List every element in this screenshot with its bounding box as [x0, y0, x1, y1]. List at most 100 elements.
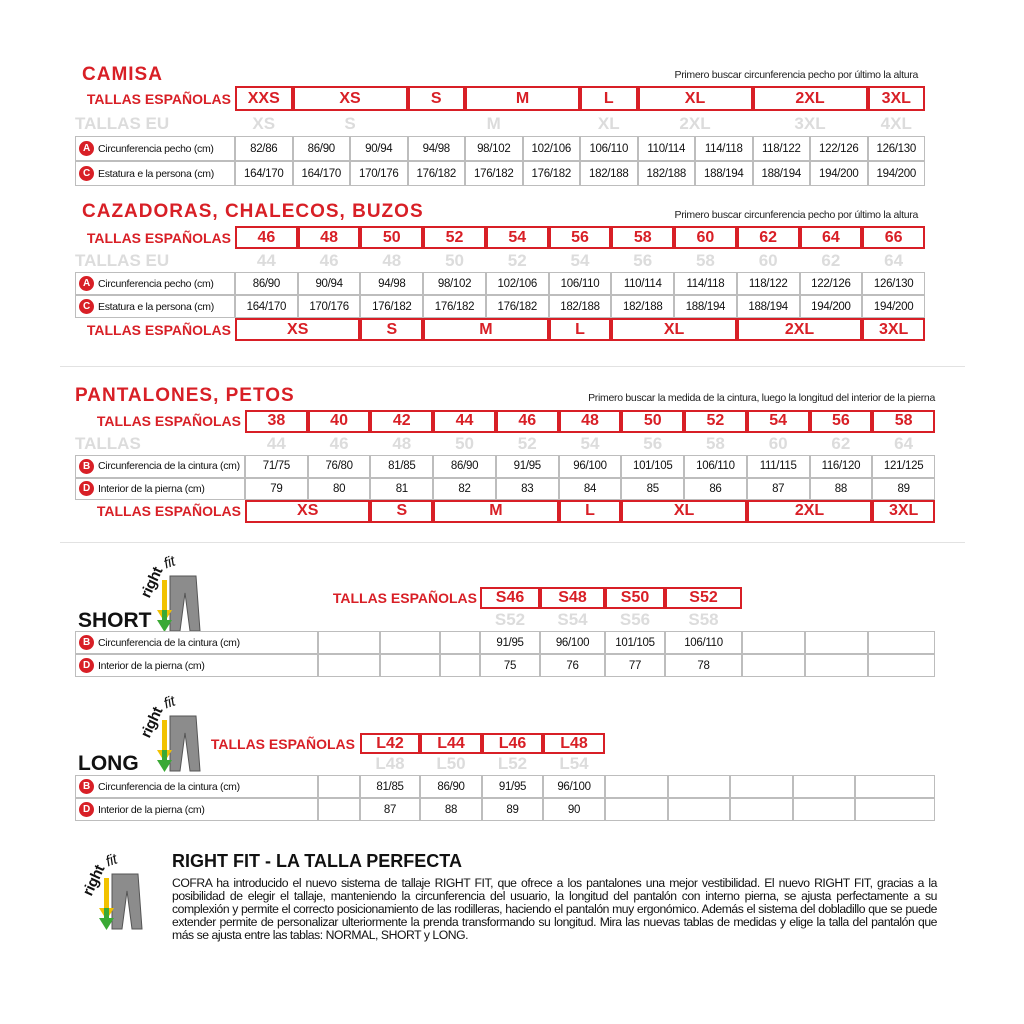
eu-size-cell: 44 [266, 433, 286, 453]
value-cell: 91/95 [482, 775, 543, 798]
eu-size-cell: L50 [436, 754, 466, 773]
eu-size-cell: L48 [375, 754, 405, 773]
size-cell: 46 [235, 226, 298, 249]
size-cell: S [370, 500, 434, 523]
size-cell: L [580, 86, 638, 111]
value-cell: 90/94 [350, 136, 408, 161]
row-marker: B [79, 779, 94, 794]
section-title: SHORT [78, 609, 152, 632]
value-cell: 88 [809, 477, 873, 500]
section-note: Primero buscar circunferencia pecho por … [674, 68, 919, 81]
sizes-label: TALLAS ESPAÑOLAS [86, 90, 231, 107]
eu-size-cell: 62 [821, 250, 841, 270]
size-cell: S52 [665, 587, 742, 609]
eu-size-cell: S56 [619, 609, 651, 629]
size-cell: 2XL [752, 86, 868, 111]
size-cell: S [360, 318, 424, 341]
sizes-label: TALLAS ESPAÑOLAS [96, 413, 241, 430]
separator [60, 366, 965, 367]
value-cell: 91/95 [480, 631, 540, 654]
value-cell: 94/98 [360, 272, 424, 295]
value-cell: 118/122 [736, 272, 800, 295]
value-cell: 78 [665, 654, 742, 677]
row-label-text: Interior de la pierna (cm) [98, 659, 205, 672]
value-cell: 182/188 [611, 295, 675, 318]
empty-cell [868, 654, 935, 677]
empty-cell [793, 775, 855, 798]
empty-cell [855, 798, 935, 821]
empty-cell [318, 631, 380, 654]
value-cell: 114/118 [695, 136, 753, 161]
value-cell: 176/182 [522, 161, 580, 186]
logo-icon [157, 715, 201, 772]
size-cell: 48 [558, 410, 622, 433]
section-note: Primero buscar la medida de la cintura, … [588, 391, 935, 404]
size-cell: 48 [297, 226, 361, 249]
row-marker: C [79, 166, 94, 181]
size-cell: L44 [420, 733, 482, 754]
value-cell: 111/115 [746, 455, 810, 478]
value-cell: 194/200 [810, 161, 868, 186]
empty-cell [605, 775, 668, 798]
empty-cell [855, 775, 935, 798]
empty-cell [318, 775, 360, 798]
value-cell: 87 [360, 798, 420, 821]
empty-cell [793, 798, 855, 821]
eu-size-cell: 64 [884, 250, 904, 270]
section-title: PANTALONES, PETOS [75, 385, 295, 406]
size-cell: L42 [360, 733, 420, 754]
value-cell: 91/95 [495, 455, 559, 478]
eu-size-cell: 58 [705, 433, 725, 453]
eu-size-cell: 56 [643, 433, 663, 453]
value-cell: 85 [621, 477, 685, 500]
empty-cell [440, 631, 480, 654]
sizes-label: TALLAS ESPAÑOLAS [332, 590, 477, 606]
row-marker: D [79, 802, 94, 817]
eu-size-cell: S54 [557, 609, 588, 629]
empty-cell [380, 631, 440, 654]
size-cell: L [548, 318, 612, 341]
size-cell: XL [611, 318, 737, 341]
row-label-text: Interior de la pierna (cm) [98, 482, 205, 495]
value-cell: 188/194 [752, 161, 810, 186]
value-cell: 77 [605, 654, 665, 677]
value-cell: 164/170 [235, 161, 293, 186]
row-label-text: Interior de la pierna (cm) [98, 803, 205, 816]
section-note: Primero buscar circunferencia pecho por … [674, 208, 919, 221]
size-cell: 54 [485, 226, 549, 249]
size-cell: 3XL [862, 318, 925, 341]
value-cell: 86 [684, 477, 747, 500]
value-cell: 76/80 [307, 455, 371, 478]
empty-cell [868, 631, 935, 654]
eu-size-cell: 60 [758, 250, 778, 270]
size-cell: 42 [370, 410, 434, 433]
value-cell: 194/200 [867, 161, 925, 186]
eu-size-cell: 52 [517, 433, 537, 453]
eu-label: TALLAS EU [75, 250, 170, 270]
value-cell: 176/182 [407, 161, 465, 186]
row-label: Circunferencia de la cintura (cm) B [75, 631, 318, 654]
empty-cell [805, 631, 868, 654]
size-cell: 38 [245, 410, 308, 433]
empty-cell [318, 654, 380, 677]
value-cell: 89 [872, 477, 935, 500]
value-cell: 88 [420, 798, 482, 821]
size-cell: 2XL [736, 318, 863, 341]
size-cell: 3XL [872, 500, 935, 523]
size-cell: L [558, 500, 622, 523]
value-cell: 116/120 [809, 455, 873, 478]
size-cell: M [433, 500, 559, 523]
value-cell: 96/100 [540, 631, 605, 654]
value-cell: 83 [495, 477, 559, 500]
row-marker: A [79, 276, 94, 291]
size-cell: 56 [548, 226, 612, 249]
eu-size-cell: 60 [768, 433, 788, 453]
row-label: Circunferencia de la cintura (cm) B [75, 455, 245, 478]
size-cell: 56 [809, 410, 873, 433]
value-cell: 98/102 [465, 136, 523, 161]
empty-cell [605, 798, 668, 821]
size-cell: 62 [736, 226, 800, 249]
value-cell: 81 [370, 477, 434, 500]
row-label: Interior de la pierna (cm) D [75, 477, 245, 500]
footer-title: RIGHT FIT - LA TALLA PERFECTA [172, 850, 462, 871]
